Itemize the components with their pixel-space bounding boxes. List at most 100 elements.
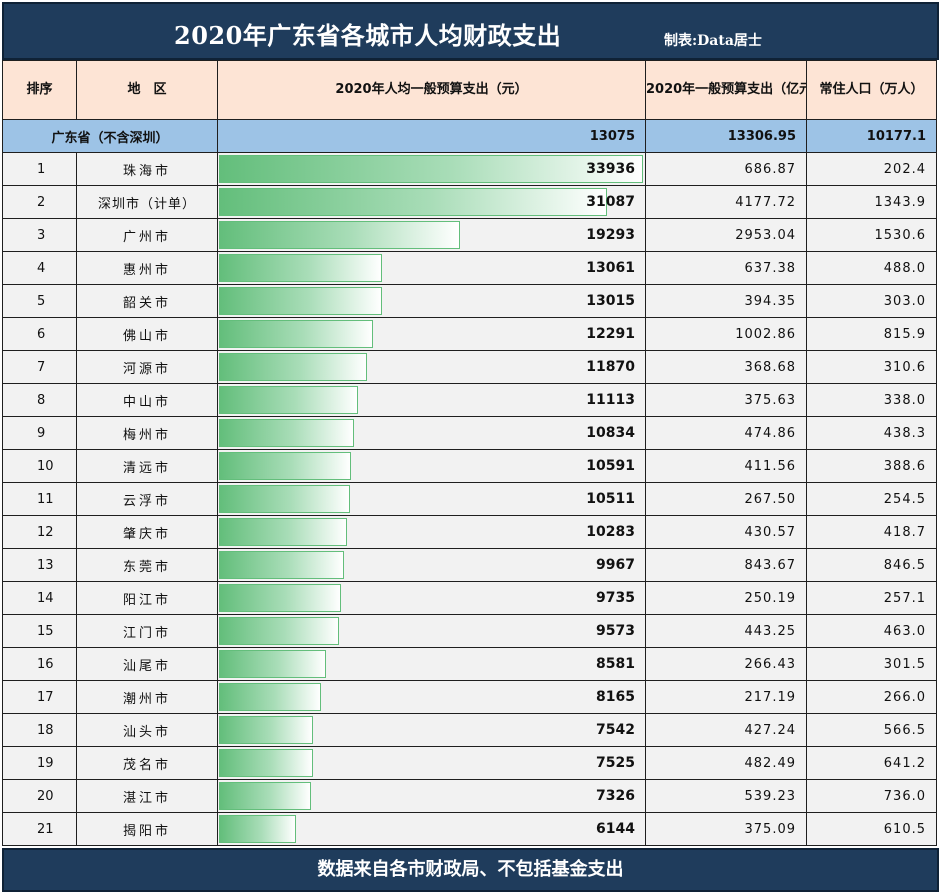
budget-cell: 250.19 [645, 581, 807, 615]
region-cell: 清远市 [76, 449, 218, 483]
region-cell: 韶关市 [76, 284, 218, 318]
data-bar [219, 287, 382, 315]
population-cell: 418.7 [806, 515, 937, 549]
table-row: 19 茂名市 7525 482.49 641.2 [2, 746, 937, 780]
region-cell: 广州市 [76, 218, 218, 252]
table-row: 2 深圳市（计单） 31087 4177.72 1343.9 [2, 185, 937, 219]
region-cell: 梅州市 [76, 416, 218, 450]
rank-cell: 4 [2, 251, 77, 285]
data-bar [219, 188, 607, 216]
population-cell: 266.0 [806, 680, 937, 714]
per-capita-cell: 6144 [217, 812, 646, 846]
budget-cell: 1002.86 [645, 317, 807, 351]
data-table: 排序 地 区 2020年人均一般预算支出（元） 2020年一般预算支出（亿元） … [2, 60, 937, 846]
rank-cell: 15 [2, 614, 77, 648]
per-capita-value: 31087 [586, 194, 635, 210]
table-row: 13 东莞市 9967 843.67 846.5 [2, 548, 937, 582]
budget-cell: 686.87 [645, 152, 807, 186]
table-row: 9 梅州市 10834 474.86 438.3 [2, 416, 937, 450]
rank-cell: 11 [2, 482, 77, 516]
per-capita-cell: 10834 [217, 416, 646, 450]
data-bar [219, 419, 354, 447]
data-bar [219, 782, 311, 810]
budget-cell: 539.23 [645, 779, 807, 813]
per-capita-value: 13015 [586, 293, 635, 309]
budget-cell: 637.38 [645, 251, 807, 285]
per-capita-cell: 10283 [217, 515, 646, 549]
credit-label: 制表:Data居士 [664, 33, 762, 49]
population-cell: 257.1 [806, 581, 937, 615]
per-capita-value: 6144 [596, 821, 635, 837]
rank-cell: 14 [2, 581, 77, 615]
data-bar [219, 254, 382, 282]
data-bar [219, 716, 313, 744]
population-cell: 463.0 [806, 614, 937, 648]
data-bar [219, 650, 326, 678]
region-cell: 湛江市 [76, 779, 218, 813]
per-capita-cell: 10591 [217, 449, 646, 483]
budget-cell: 375.09 [645, 812, 807, 846]
per-capita-cell: 7326 [217, 779, 646, 813]
footer-note: 数据来自各市财政局、不包括基金支出 [2, 848, 939, 892]
per-capita-cell: 11870 [217, 350, 646, 384]
budget-cell: 474.86 [645, 416, 807, 450]
budget-cell: 217.19 [645, 680, 807, 714]
budget-cell: 368.68 [645, 350, 807, 384]
header-per-capita: 2020年人均一般预算支出（元） [217, 60, 646, 120]
table-row: 15 江门市 9573 443.25 463.0 [2, 614, 937, 648]
per-capita-value: 19293 [586, 227, 635, 243]
population-cell: 641.2 [806, 746, 937, 780]
header-population: 常住人口（万人） [806, 60, 937, 120]
region-cell: 潮州市 [76, 680, 218, 714]
per-capita-value: 7326 [596, 788, 635, 804]
header-row: 排序 地 区 2020年人均一般预算支出（元） 2020年一般预算支出（亿元） … [2, 60, 937, 120]
per-capita-value: 7525 [596, 755, 635, 771]
rank-cell: 10 [2, 449, 77, 483]
data-bar [219, 221, 460, 249]
region-cell: 佛山市 [76, 317, 218, 351]
table-row: 1 珠海市 33936 686.87 202.4 [2, 152, 937, 186]
data-bar [219, 749, 313, 777]
population-cell: 303.0 [806, 284, 937, 318]
province-budget: 13306.95 [645, 119, 807, 153]
per-capita-value: 9735 [596, 590, 635, 606]
budget-cell: 482.49 [645, 746, 807, 780]
data-bar [219, 551, 344, 579]
region-cell: 揭阳市 [76, 812, 218, 846]
budget-cell: 2953.04 [645, 218, 807, 252]
region-cell: 惠州市 [76, 251, 218, 285]
province-name: 广东省（不含深圳） [2, 119, 218, 153]
rank-cell: 7 [2, 350, 77, 384]
population-cell: 736.0 [806, 779, 937, 813]
table-row: 8 中山市 11113 375.63 338.0 [2, 383, 937, 417]
table-row: 5 韶关市 13015 394.35 303.0 [2, 284, 937, 318]
population-cell: 254.5 [806, 482, 937, 516]
data-bar [219, 584, 341, 612]
rank-cell: 12 [2, 515, 77, 549]
per-capita-cell: 9967 [217, 548, 646, 582]
population-cell: 388.6 [806, 449, 937, 483]
table-row: 12 肇庆市 10283 430.57 418.7 [2, 515, 937, 549]
header-rank: 排序 [2, 60, 77, 120]
region-cell: 河源市 [76, 350, 218, 384]
table-row: 3 广州市 19293 2953.04 1530.6 [2, 218, 937, 252]
rank-cell: 1 [2, 152, 77, 186]
header-budget: 2020年一般预算支出（亿元） [645, 60, 807, 120]
table-row: 14 阳江市 9735 250.19 257.1 [2, 581, 937, 615]
budget-cell: 443.25 [645, 614, 807, 648]
table-row: 4 惠州市 13061 637.38 488.0 [2, 251, 937, 285]
data-bar [219, 386, 358, 414]
per-capita-value: 9573 [596, 623, 635, 639]
table-row: 6 佛山市 12291 1002.86 815.9 [2, 317, 937, 351]
per-capita-value: 9967 [596, 557, 635, 573]
population-cell: 610.5 [806, 812, 937, 846]
rank-cell: 9 [2, 416, 77, 450]
data-bar [219, 353, 367, 381]
population-cell: 846.5 [806, 548, 937, 582]
page-title: 2020年广东省各城市人均财政支出 [174, 21, 562, 50]
per-capita-cell: 12291 [217, 317, 646, 351]
table-row: 7 河源市 11870 368.68 310.6 [2, 350, 937, 384]
table-row: 20 湛江市 7326 539.23 736.0 [2, 779, 937, 813]
rank-cell: 2 [2, 185, 77, 219]
